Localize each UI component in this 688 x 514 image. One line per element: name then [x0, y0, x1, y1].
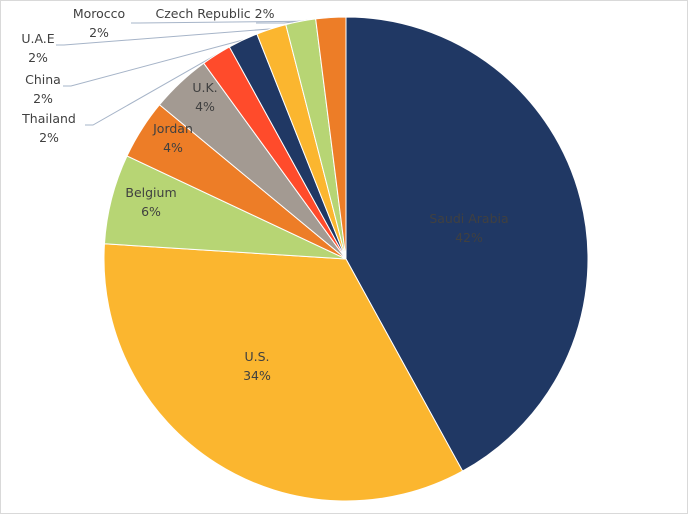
data-label: U.A.E 2% [21, 31, 54, 65]
data-label-category: Jordan [152, 121, 193, 136]
data-label-category: Thailand [21, 111, 76, 126]
data-label-value: 2% [89, 25, 109, 40]
data-label: Saudi Arabia 42% [429, 211, 508, 245]
data-label: China 2% [25, 72, 61, 106]
data-label: U.K. 4% [192, 80, 217, 114]
data-label-value: 6% [141, 204, 161, 219]
data-label-category: U.A.E [21, 31, 54, 46]
leader-line [85, 54, 217, 126]
data-label: Thailand 2% [21, 111, 76, 145]
data-label-value: 2% [39, 130, 59, 145]
data-label: Jordan 4% [152, 121, 193, 155]
data-label-value: 34% [243, 368, 271, 383]
data-label-value: 2% [28, 50, 48, 65]
data-label: Belgium 6% [125, 185, 176, 219]
data-label-value: 4% [163, 140, 183, 155]
data-label-category: U.K. [192, 80, 217, 95]
data-label-value: 4% [195, 99, 215, 114]
leader-line [131, 20, 301, 24]
pie-slice-u-s [103, 243, 464, 502]
leader-line [63, 39, 244, 87]
data-label-value: 2% [33, 91, 53, 106]
data-label-value: 42% [455, 230, 483, 245]
pie-slice-saudi-arabia [345, 16, 589, 472]
data-label-category: U.S. [244, 349, 269, 364]
data-label-category: Belgium [125, 185, 176, 200]
data-label-category: Morocco [73, 6, 125, 21]
pie-slice-czech-republic [315, 16, 347, 260]
data-label: U.S. 34% [243, 349, 271, 383]
data-label: Morocco 2% [73, 6, 125, 40]
data-label-category: Saudi Arabia [429, 211, 508, 226]
leader-line [56, 28, 272, 46]
data-label-category: China [25, 72, 61, 87]
data-label: Czech Republic 2% [156, 6, 275, 21]
